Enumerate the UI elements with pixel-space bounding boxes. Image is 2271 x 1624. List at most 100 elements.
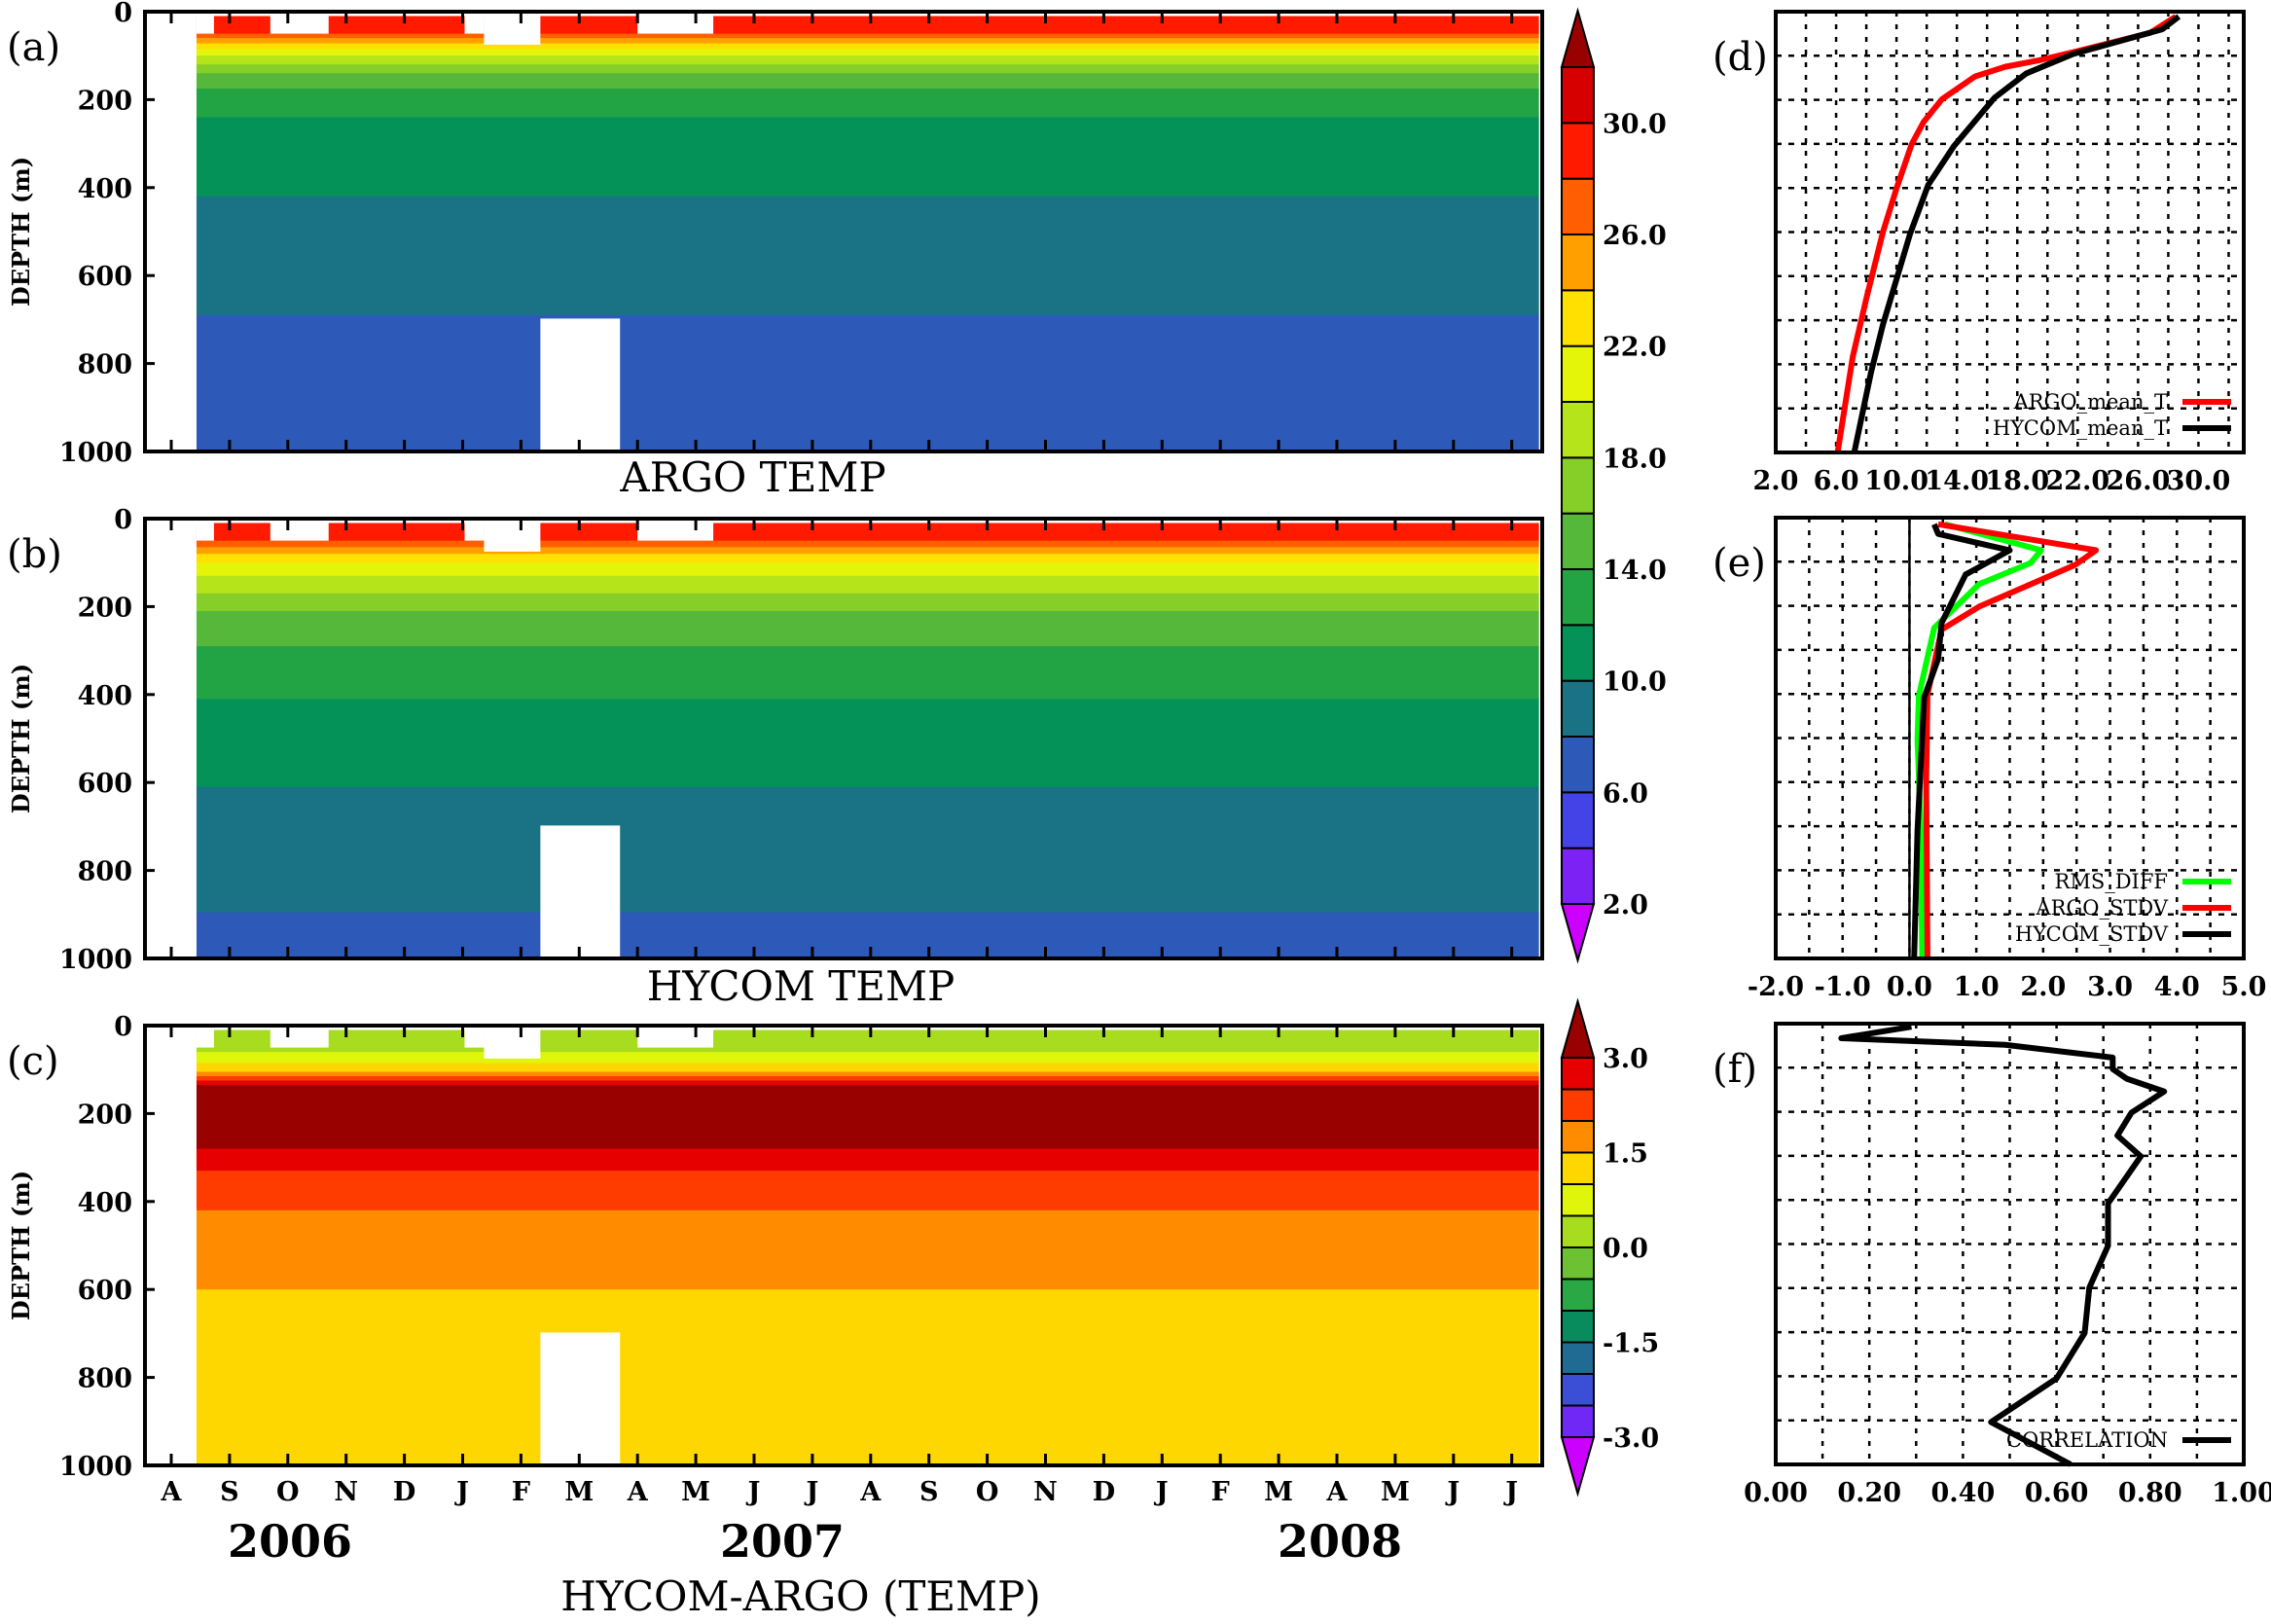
contour-panel-b: 0 200 400 600 800 1000 DEPTH (m) (b)	[7, 505, 1544, 975]
colorbar-box	[1561, 736, 1595, 794]
missing-data-region	[637, 11, 714, 34]
month-label: J	[746, 1477, 761, 1507]
month-label: A	[859, 1477, 882, 1507]
legend-label: HYCOM_STDV	[2015, 922, 2169, 946]
contour-band	[196, 786, 1539, 914]
missing-data-region	[484, 518, 541, 552]
missing-data-region	[464, 11, 485, 34]
x-tick-label: 0.00	[1744, 1478, 1808, 1508]
month-label: M	[564, 1477, 594, 1507]
colorbar-box	[1561, 1310, 1595, 1344]
y-tick-label: 400	[78, 1188, 132, 1218]
month-label: A	[161, 1477, 183, 1507]
missing-data-region	[270, 11, 329, 34]
legend-label: RMS_DIFF	[2055, 870, 2168, 893]
colorbar-box	[1561, 1278, 1595, 1312]
colorbar-over-triangle	[1560, 997, 1596, 1059]
plot-frame	[1774, 1022, 2246, 1466]
contour-band	[196, 38, 1539, 45]
missing-data-region	[540, 1332, 621, 1465]
colorbar-box	[1561, 1341, 1595, 1375]
colorbar-box	[1561, 1151, 1595, 1185]
month-label: D	[393, 1477, 415, 1507]
legend-label: ARGO_mean_T	[2013, 390, 2168, 414]
x-tick-label: 14.0	[1925, 466, 1989, 496]
plot-frame	[143, 10, 1544, 453]
contour-band	[196, 699, 1539, 788]
y-tick-label: 400	[78, 681, 132, 711]
x-tick-label: 2.0	[2020, 972, 2066, 1002]
colorbar-diff: -3.0 -1.5 0.0 1.5 3.0	[1560, 997, 1659, 1498]
month-label: J	[1445, 1477, 1460, 1507]
contour-band	[196, 540, 1539, 548]
contour-band	[196, 196, 1539, 316]
month-label: M	[1381, 1477, 1410, 1507]
plot-frame	[1774, 10, 2246, 454]
contour-band	[196, 610, 1539, 647]
y-tick-label: 600	[78, 769, 132, 799]
colorbar-label: 30.0	[1603, 109, 1667, 139]
colorbar-box	[1561, 791, 1595, 849]
month-label: J	[805, 1477, 819, 1507]
colorbar-label: 14.0	[1603, 556, 1667, 586]
y-tick-label: 800	[78, 1364, 132, 1394]
missing-data-region	[464, 1025, 485, 1048]
contour-band	[196, 593, 1539, 612]
month-label: O	[976, 1477, 999, 1507]
y-axis-label: DEPTH (m)	[7, 1171, 35, 1320]
year-label: 2008	[1278, 1515, 1402, 1568]
y-tick-label: 600	[78, 1276, 132, 1306]
month-label: N	[334, 1477, 358, 1507]
month-label: D	[1093, 1477, 1115, 1507]
contour-band	[196, 547, 1539, 555]
colorbar-box	[1561, 847, 1595, 906]
legend-label: ARGO_STDV	[2036, 896, 2169, 920]
colorbar-box	[1561, 1057, 1595, 1091]
y-tick-label: 200	[78, 1100, 132, 1130]
year-label: 2006	[228, 1515, 352, 1568]
colorbar-box	[1561, 512, 1595, 571]
missing-data-region	[196, 1025, 214, 1048]
colorbar-box	[1561, 289, 1595, 347]
contour-band	[196, 1080, 1539, 1086]
x-tick-label: 0.20	[1837, 1478, 1901, 1508]
colorbar-box	[1561, 568, 1595, 627]
plot-frame	[1774, 516, 2246, 960]
colorbar-box	[1561, 1183, 1595, 1217]
x-tick-label: 0.0	[1887, 972, 1932, 1002]
y-tick-label: 800	[78, 857, 132, 887]
legend-label: HYCOM_mean_T	[1993, 416, 2168, 440]
contour-band	[196, 64, 1539, 74]
colorbar-label: -3.0	[1603, 1424, 1659, 1454]
contour-band	[196, 912, 1539, 959]
colorbar-label: 1.5	[1603, 1139, 1648, 1170]
contour-band	[196, 49, 1539, 56]
x-tick-label: 30.0	[2167, 466, 2231, 496]
contour-band	[196, 89, 1539, 118]
y-tick-label: 1000	[59, 438, 132, 468]
missing-data-region	[484, 11, 541, 45]
contour-band	[196, 73, 1539, 90]
missing-data-region	[540, 318, 621, 451]
colorbar-under-triangle	[1560, 1436, 1596, 1498]
month-label: M	[1264, 1477, 1293, 1507]
y-tick-label: 400	[78, 174, 132, 204]
contour-band	[196, 33, 1539, 39]
y-axis-label: DEPTH (m)	[7, 157, 35, 307]
month-label: S	[220, 1477, 239, 1507]
contour-band	[196, 1075, 1539, 1081]
missing-data-region	[637, 1025, 714, 1048]
contour-band	[196, 1063, 1539, 1072]
colorbar-box	[1561, 1120, 1595, 1154]
colorbar-box	[1561, 401, 1595, 459]
x-axis-title: HYCOM-ARGO (TEMP)	[560, 1572, 1040, 1620]
contour-band	[196, 55, 1539, 65]
colorbar-label: 10.0	[1603, 668, 1667, 698]
colorbar-box	[1561, 234, 1595, 292]
panel-b-title: HYCOM TEMP	[647, 962, 955, 1010]
colorbar-box	[1561, 1088, 1595, 1122]
series-line	[1834, 14, 2178, 453]
